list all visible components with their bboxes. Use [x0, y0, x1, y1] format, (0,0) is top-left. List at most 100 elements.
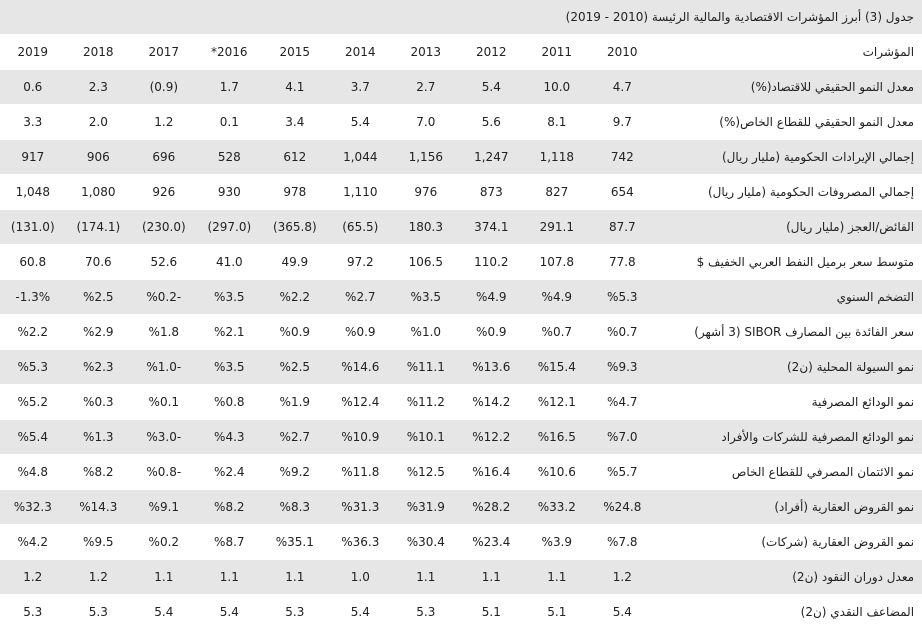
value-text: 1,247: [474, 150, 509, 164]
value-text: 77.8: [608, 255, 636, 269]
value-text: %2.3: [83, 360, 114, 374]
value-cell: %5.2: [0, 384, 66, 420]
value-text: 5.6: [481, 115, 501, 129]
value-text: 5.4: [350, 605, 370, 619]
value-cell: %28.2: [458, 489, 525, 525]
value-text: 873: [479, 185, 503, 199]
value-cell: 1.1: [458, 559, 525, 595]
value-text: 1.1: [547, 570, 567, 584]
value-cell: 930: [196, 174, 263, 210]
value-cell: 9.7: [589, 104, 656, 140]
value-text: 742: [610, 150, 634, 164]
value-cell: 1.1: [262, 559, 328, 595]
value-text: %36.3: [341, 535, 380, 549]
value-cell: %4.2: [0, 524, 66, 560]
value-text: %28.2: [472, 500, 511, 514]
value-cell: 52.6: [131, 244, 197, 280]
value-text: %1.0: [410, 325, 442, 339]
value-cell: 5.6: [458, 104, 525, 140]
value-cell: %0.8: [196, 384, 263, 420]
value-text: %4.9: [541, 290, 573, 304]
value-cell: 41.0: [196, 244, 263, 280]
value-text: (0.9): [149, 80, 179, 94]
value-cell: %2.3: [65, 349, 132, 385]
value-cell: %24.8: [589, 489, 656, 525]
value-cell: %0.7: [524, 314, 590, 350]
value-cell: %4.9: [458, 279, 525, 315]
value-text: 917: [21, 150, 45, 164]
value-cell: %0.8-: [131, 454, 197, 490]
value-text: 5.1: [481, 605, 501, 619]
value-text: %10.1: [406, 430, 445, 444]
value-text: 4.7: [612, 80, 632, 94]
value-text: %5.3: [17, 360, 49, 374]
value-cell: 3.4: [262, 104, 328, 140]
value-text: %16.5: [537, 430, 576, 444]
value-cell: %0.1: [131, 384, 197, 420]
value-cell: 107.8: [524, 244, 590, 280]
value-cell: 528: [196, 139, 263, 175]
value-cell: %13.6: [458, 349, 525, 385]
value-cell: %3.9: [524, 524, 590, 560]
value-text: 3.4: [285, 115, 305, 129]
value-cell: 827: [524, 174, 590, 210]
value-cell: %4.8: [0, 454, 66, 490]
indicator-label: نمو القروض العقارية (شركات): [655, 524, 922, 560]
value-text: 1.2: [88, 570, 108, 584]
value-text: 1.1: [481, 570, 501, 584]
value-text: %2.5: [279, 360, 311, 374]
value-text: 1.1: [416, 570, 436, 584]
value-cell: %16.5: [524, 419, 590, 455]
value-cell: %2.7: [262, 419, 328, 455]
value-text: 1.2: [612, 570, 632, 584]
value-cell: %7.8: [589, 524, 656, 560]
value-text: %9.2: [279, 465, 311, 479]
value-text: %0.1: [148, 395, 180, 409]
value-text: 5.3: [285, 605, 305, 619]
value-cell: %9.3: [589, 349, 656, 385]
header-cell: 2017: [131, 34, 197, 70]
value-cell: %2.7: [327, 279, 394, 315]
table-row: نمو الودائع المصرفية للشركات والأفراد %7.…: [0, 419, 922, 455]
value-cell: 1.2: [589, 559, 656, 595]
indicator-label: معدل النمو الحقيقي للقطاع الخاص(%): [655, 104, 922, 140]
value-cell: %30.4: [393, 524, 459, 560]
value-cell: 4.1: [262, 69, 328, 105]
value-text: %9.3: [607, 360, 638, 374]
value-text: %11.8: [341, 465, 380, 479]
header-cell: 2016*: [196, 34, 263, 70]
value-text: 0.1: [219, 115, 239, 129]
value-cell: 70.6: [65, 244, 132, 280]
value-cell: 77.8: [589, 244, 656, 280]
value-text: 2.0: [88, 115, 108, 129]
value-text: 654: [610, 185, 634, 199]
value-cell: 1.2: [0, 559, 66, 595]
table-row: نمو الائتمان المصرفي للقطاع الخاص %5.7 %10…: [0, 454, 922, 490]
title-row: جدول (3) أبرز المؤشرات الاقتصادية والمال…: [0, 0, 922, 35]
value-text: %2.1: [214, 325, 245, 339]
value-text: 1,156: [408, 150, 443, 164]
value-text: 5.1: [547, 605, 567, 619]
value-text: %14.3: [79, 500, 118, 514]
value-cell: -1.3%: [0, 279, 66, 315]
indicator-label: نمو القروض العقارية (أفراد): [655, 489, 922, 525]
value-text: %15.4: [537, 360, 576, 374]
value-cell: 1,118: [524, 139, 590, 175]
value-text: %3.0-: [146, 430, 182, 444]
value-text: 696: [152, 150, 176, 164]
value-cell: 60.8: [0, 244, 66, 280]
value-cell: 696: [131, 139, 197, 175]
value-cell: %9.2: [262, 454, 328, 490]
indicator-label: الفائض/العجز (مليار ريال): [655, 209, 922, 245]
value-text: 5.3: [88, 605, 108, 619]
value-text: %7.0: [607, 430, 638, 444]
value-cell: %0.3: [65, 384, 132, 420]
value-text: 5.4: [219, 605, 239, 619]
indicator-label: نمو الودائع المصرفية للشركات والأفراد: [655, 419, 922, 455]
value-text: %2.7: [345, 290, 376, 304]
value-cell: %3.5: [196, 279, 263, 315]
value-text: 52.6: [150, 255, 178, 269]
header-cell: 2019: [0, 34, 66, 70]
value-text: (297.0): [207, 220, 252, 234]
